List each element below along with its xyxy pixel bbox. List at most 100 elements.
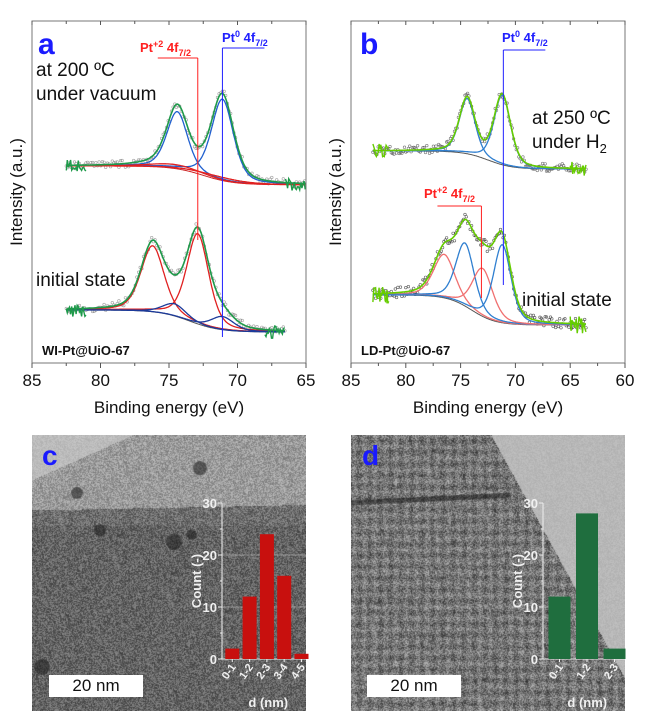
data-point xyxy=(447,241,451,245)
noisy-tail xyxy=(284,176,306,193)
bar xyxy=(576,513,598,659)
data-point xyxy=(464,215,468,219)
xps-panel-b: 85 80 75 70 65 60 Binding energy (eV) Intensity… xyxy=(326,20,635,417)
x-tick-label: 2-3 xyxy=(254,662,273,682)
data-point xyxy=(446,139,450,143)
data-point xyxy=(395,151,399,155)
data-point xyxy=(485,249,489,253)
data-point xyxy=(535,168,539,173)
superscript: 0 xyxy=(515,29,520,39)
data-point xyxy=(388,145,392,149)
data-point xyxy=(402,145,407,149)
noisy-tail xyxy=(264,325,286,339)
y-tick-label: 30 xyxy=(203,496,217,511)
data-point xyxy=(547,169,551,173)
component-pt0-4f7-2 xyxy=(66,98,306,185)
y-tick-label: 0 xyxy=(531,652,538,667)
x-tick-label: 0-1 xyxy=(220,662,239,682)
bar xyxy=(225,648,240,659)
y-axis-label: Count (-) xyxy=(189,554,204,608)
reference-label: Pt0 4f7/2 xyxy=(222,29,268,48)
data-point xyxy=(558,317,562,321)
data-point xyxy=(567,325,571,329)
data-point xyxy=(227,313,231,317)
data-point xyxy=(123,296,127,300)
y-tick-label: 0 xyxy=(210,652,217,667)
x-tick-label: 65 xyxy=(561,371,580,390)
superscript: +2 xyxy=(153,39,163,49)
x-tick-label: 80 xyxy=(91,371,110,390)
data-point xyxy=(483,140,487,144)
bar xyxy=(242,596,257,659)
panel-letter: d xyxy=(362,440,379,471)
data-point xyxy=(117,299,121,303)
data-point xyxy=(398,285,403,289)
data-point xyxy=(404,286,408,290)
data-point xyxy=(550,317,554,321)
y-tick-label: 10 xyxy=(524,600,538,615)
x-tick-label: 60 xyxy=(616,371,635,390)
data-point xyxy=(446,241,450,245)
bar xyxy=(548,596,571,659)
data-point xyxy=(521,155,525,159)
spectrum-label-2: under H2 xyxy=(532,132,607,156)
y-tick-label: 10 xyxy=(203,600,217,615)
spectrum-1: initial state xyxy=(36,222,287,339)
data-point xyxy=(533,316,537,320)
data-point xyxy=(427,151,432,155)
subscript: 7/2 xyxy=(255,38,268,48)
data-point xyxy=(416,144,420,148)
data-point xyxy=(463,212,467,217)
data-point xyxy=(174,105,178,109)
data-point xyxy=(481,238,486,242)
y-axis-label: Intensity (a.u.) xyxy=(326,138,345,246)
component-pt0-4f7-2 xyxy=(66,309,285,333)
fit-envelope xyxy=(66,92,306,185)
subscript: 7/2 xyxy=(535,38,548,48)
data-point xyxy=(102,302,106,307)
background-line xyxy=(66,309,285,333)
data-point xyxy=(255,174,259,178)
reference-label: Pt+2 4f7/2 xyxy=(140,39,191,58)
data-point xyxy=(150,236,154,240)
data-point xyxy=(583,317,587,322)
subscript: 7/2 xyxy=(178,48,191,58)
data-point xyxy=(484,239,488,243)
data-point xyxy=(396,285,400,290)
data-point xyxy=(519,160,524,164)
data-point xyxy=(577,164,582,168)
x-tick-label: 3-4 xyxy=(272,661,291,682)
data-point xyxy=(240,318,244,323)
noisy-tail xyxy=(372,143,390,159)
data-point xyxy=(422,145,426,150)
data-point xyxy=(85,160,90,164)
data-point xyxy=(543,162,547,166)
x-tick-label: 85 xyxy=(23,371,42,390)
data-point xyxy=(547,318,551,322)
data-point xyxy=(270,175,274,180)
data-point xyxy=(480,243,484,247)
data-point xyxy=(255,325,259,329)
data-point xyxy=(423,275,428,279)
noisy-tail xyxy=(569,161,587,176)
fit-envelope xyxy=(66,226,285,332)
data-point xyxy=(176,268,180,272)
data-point xyxy=(392,152,396,156)
x-axis-label: Binding energy (eV) xyxy=(413,398,563,417)
data-point xyxy=(451,231,455,235)
data-point xyxy=(222,89,226,93)
component-pt0-4f7-2 xyxy=(372,244,586,326)
panel-letter: a xyxy=(38,28,55,61)
reference-label: Pt0 4f7/2 xyxy=(502,29,548,48)
data-point xyxy=(395,295,399,300)
panel-letter: c xyxy=(42,440,58,471)
data-point xyxy=(529,313,533,317)
orbital: 4f xyxy=(240,30,256,45)
bar xyxy=(294,653,309,659)
data-point xyxy=(563,317,567,321)
spectrum-0: at 200 ºC under vacuum xyxy=(36,60,307,193)
data-point xyxy=(234,313,238,318)
data-point xyxy=(554,325,558,330)
noisy-tail xyxy=(65,303,87,318)
